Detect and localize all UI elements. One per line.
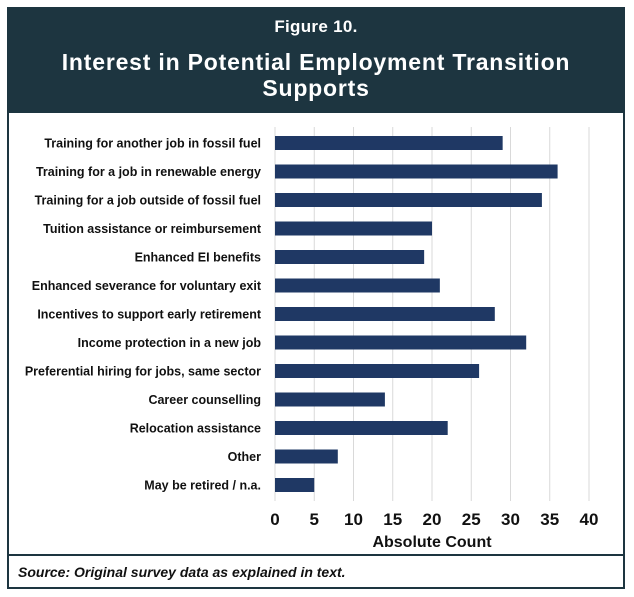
bar — [275, 392, 385, 407]
bars — [275, 136, 558, 492]
figure-label: Figure 10. — [274, 17, 358, 36]
category-label: Income protection in a new job — [78, 336, 262, 350]
x-tick-label: 5 — [310, 510, 319, 529]
category-label: Preferential hiring for jobs, same secto… — [25, 365, 261, 379]
bar — [275, 478, 315, 492]
category-label: Incentives to support early retirement — [37, 308, 262, 322]
category-label: Tuition assistance or reimbursement — [43, 222, 262, 236]
category-label: Enhanced severance for voluntary exit — [32, 279, 262, 293]
category-label: Training for another job in fossil fuel — [44, 137, 261, 151]
x-tick-label: 20 — [423, 510, 442, 529]
x-tick-label: 0 — [270, 510, 279, 529]
bar — [275, 136, 503, 150]
source-note: Source: Original survey data as explaine… — [9, 554, 623, 587]
x-tick-label: 35 — [540, 510, 559, 529]
category-label: Relocation assistance — [130, 422, 261, 436]
bar — [275, 278, 440, 293]
figure-header: Figure 10. Interest in Potential Employm… — [9, 9, 623, 113]
bar — [275, 164, 558, 179]
category-labels: Training for another job in fossil fuel T… — [25, 137, 262, 493]
bar — [275, 335, 527, 350]
x-tick-label: 15 — [383, 510, 402, 529]
figure-frame: Figure 10. Interest in Potential Employm… — [7, 7, 625, 589]
category-label: Career counselling — [148, 393, 261, 407]
category-label: Training for a job outside of fossil fue… — [35, 194, 261, 208]
category-label: May be retired / n.a. — [144, 479, 261, 493]
bar — [275, 449, 338, 464]
x-tick-label: 40 — [580, 510, 599, 529]
bar — [275, 250, 425, 264]
x-axis-title: Absolute Count — [372, 534, 492, 551]
bar — [275, 193, 542, 207]
x-tick-label: 25 — [462, 510, 481, 529]
x-tick-label: 30 — [501, 510, 520, 529]
bar — [275, 421, 448, 435]
bar — [275, 307, 495, 321]
category-label: Other — [228, 450, 261, 464]
x-tick-labels: 0 5 10 15 20 25 30 35 40 — [270, 510, 598, 529]
x-tick-label: 10 — [344, 510, 363, 529]
bar — [275, 221, 432, 236]
figure-title: Interest in Potential Employment Transit… — [61, 49, 571, 101]
category-label: Training for a job in renewable energy — [36, 165, 261, 179]
bar-chart: Training for another job in fossil fuel T… — [25, 127, 598, 551]
category-label: Enhanced EI benefits — [135, 251, 261, 265]
bar — [275, 364, 480, 378]
